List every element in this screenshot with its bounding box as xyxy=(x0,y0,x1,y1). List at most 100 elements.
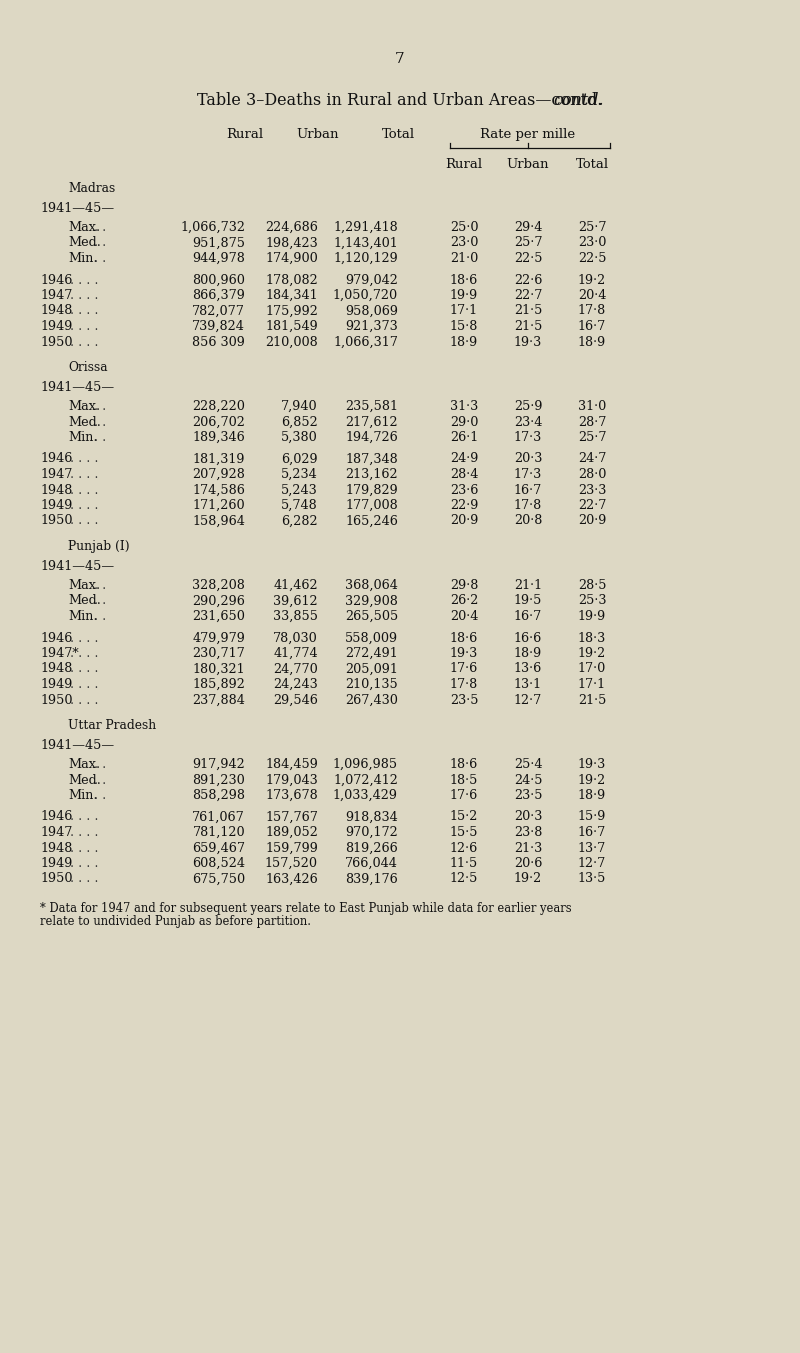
Text: 15·5: 15·5 xyxy=(450,825,478,839)
Text: 20·3: 20·3 xyxy=(514,810,542,824)
Text: 1949: 1949 xyxy=(40,856,72,870)
Text: 78,030: 78,030 xyxy=(274,632,318,644)
Text: 328,208: 328,208 xyxy=(192,579,245,593)
Text: 39,612: 39,612 xyxy=(274,594,318,607)
Text: 979,042: 979,042 xyxy=(345,273,398,287)
Text: 1,120,129: 1,120,129 xyxy=(334,252,398,265)
Text: 158,964: 158,964 xyxy=(192,514,245,528)
Text: relate to undivided Punjab as before partition.: relate to undivided Punjab as before par… xyxy=(40,915,311,928)
Text: 5,243: 5,243 xyxy=(282,483,318,497)
Text: 25·7: 25·7 xyxy=(578,432,606,444)
Text: 272,491: 272,491 xyxy=(346,647,398,660)
Text: 1946: 1946 xyxy=(40,273,72,287)
Text: Min.: Min. xyxy=(68,432,98,444)
Text: 1948: 1948 xyxy=(40,663,72,675)
Text: 20·6: 20·6 xyxy=(514,856,542,870)
Text: 41,462: 41,462 xyxy=(274,579,318,593)
Text: 265,505: 265,505 xyxy=(345,610,398,622)
Text: 25·7: 25·7 xyxy=(578,221,606,234)
Text: 23·3: 23·3 xyxy=(578,483,606,497)
Text: 16·7: 16·7 xyxy=(514,610,542,622)
Text: 18·9: 18·9 xyxy=(450,336,478,349)
Text: 1947*: 1947* xyxy=(40,647,78,660)
Text: . . . .: . . . . xyxy=(70,321,98,333)
Text: 185,892: 185,892 xyxy=(192,678,245,691)
Text: 210,008: 210,008 xyxy=(266,336,318,349)
Text: 28·7: 28·7 xyxy=(578,415,606,429)
Text: 6,029: 6,029 xyxy=(282,452,318,465)
Text: . . . .: . . . . xyxy=(70,647,98,660)
Text: 174,586: 174,586 xyxy=(192,483,245,497)
Text: 608,524: 608,524 xyxy=(192,856,245,870)
Text: 13·7: 13·7 xyxy=(578,842,606,855)
Text: 33,855: 33,855 xyxy=(273,610,318,622)
Text: 19·9: 19·9 xyxy=(450,290,478,302)
Text: 25·0: 25·0 xyxy=(450,221,478,234)
Text: 13·1: 13·1 xyxy=(514,678,542,691)
Text: 18·6: 18·6 xyxy=(450,758,478,771)
Text: 165,246: 165,246 xyxy=(345,514,398,528)
Text: 23·5: 23·5 xyxy=(450,694,478,706)
Text: . . . .: . . . . xyxy=(70,273,98,287)
Text: 558,009: 558,009 xyxy=(345,632,398,644)
Text: . . . .: . . . . xyxy=(70,842,98,855)
Text: . . . .: . . . . xyxy=(70,290,98,302)
Text: 18·6: 18·6 xyxy=(450,273,478,287)
Text: 1946: 1946 xyxy=(40,810,72,824)
Text: 858,298: 858,298 xyxy=(192,789,245,802)
Text: 1948: 1948 xyxy=(40,304,72,318)
Text: 217,612: 217,612 xyxy=(346,415,398,429)
Text: 1941—45—: 1941—45— xyxy=(40,202,114,215)
Text: Uttar Pradesh: Uttar Pradesh xyxy=(68,718,156,732)
Text: 23·4: 23·4 xyxy=(514,415,542,429)
Text: 21·5: 21·5 xyxy=(514,321,542,333)
Text: 198,423: 198,423 xyxy=(266,237,318,249)
Text: 19·2: 19·2 xyxy=(514,873,542,885)
Text: 16·7: 16·7 xyxy=(514,483,542,497)
Text: . .: . . xyxy=(94,415,106,429)
Text: 1947: 1947 xyxy=(40,290,72,302)
Text: 891,230: 891,230 xyxy=(192,774,245,786)
Text: . .: . . xyxy=(94,252,106,265)
Text: contd.: contd. xyxy=(553,92,604,110)
Text: 179,043: 179,043 xyxy=(266,774,318,786)
Text: 951,875: 951,875 xyxy=(192,237,245,249)
Text: 1950: 1950 xyxy=(40,694,73,706)
Text: 1,066,317: 1,066,317 xyxy=(333,336,398,349)
Text: 21·5: 21·5 xyxy=(514,304,542,318)
Text: 18·9: 18·9 xyxy=(514,647,542,660)
Text: 235,581: 235,581 xyxy=(345,400,398,413)
Text: 15·8: 15·8 xyxy=(450,321,478,333)
Text: 819,266: 819,266 xyxy=(346,842,398,855)
Text: 175,992: 175,992 xyxy=(265,304,318,318)
Text: 12·7: 12·7 xyxy=(578,856,606,870)
Text: 368,064: 368,064 xyxy=(345,579,398,593)
Text: 12·7: 12·7 xyxy=(514,694,542,706)
Text: . . . .: . . . . xyxy=(70,678,98,691)
Text: 17·8: 17·8 xyxy=(578,304,606,318)
Text: 24·7: 24·7 xyxy=(578,452,606,465)
Text: . . . .: . . . . xyxy=(70,632,98,644)
Text: 1,050,720: 1,050,720 xyxy=(333,290,398,302)
Text: 20·3: 20·3 xyxy=(514,452,542,465)
Text: 157,767: 157,767 xyxy=(265,810,318,824)
Text: Madras: Madras xyxy=(68,183,115,195)
Text: 20·4: 20·4 xyxy=(450,610,478,622)
Text: . .: . . xyxy=(94,579,106,593)
Text: Med.: Med. xyxy=(68,237,101,249)
Text: . . . .: . . . . xyxy=(70,336,98,349)
Text: 25·3: 25·3 xyxy=(578,594,606,607)
Text: 29,546: 29,546 xyxy=(273,694,318,706)
Text: 173,678: 173,678 xyxy=(266,789,318,802)
Text: 25·7: 25·7 xyxy=(514,237,542,249)
Text: . . . .: . . . . xyxy=(70,483,98,497)
Text: 22·9: 22·9 xyxy=(450,499,478,511)
Text: 25·4: 25·4 xyxy=(514,758,542,771)
Text: 23·0: 23·0 xyxy=(578,237,606,249)
Text: 213,162: 213,162 xyxy=(346,468,398,482)
Text: 207,928: 207,928 xyxy=(192,468,245,482)
Text: 18·5: 18·5 xyxy=(450,774,478,786)
Text: 6,852: 6,852 xyxy=(282,415,318,429)
Text: . . . .: . . . . xyxy=(70,452,98,465)
Text: 22·6: 22·6 xyxy=(514,273,542,287)
